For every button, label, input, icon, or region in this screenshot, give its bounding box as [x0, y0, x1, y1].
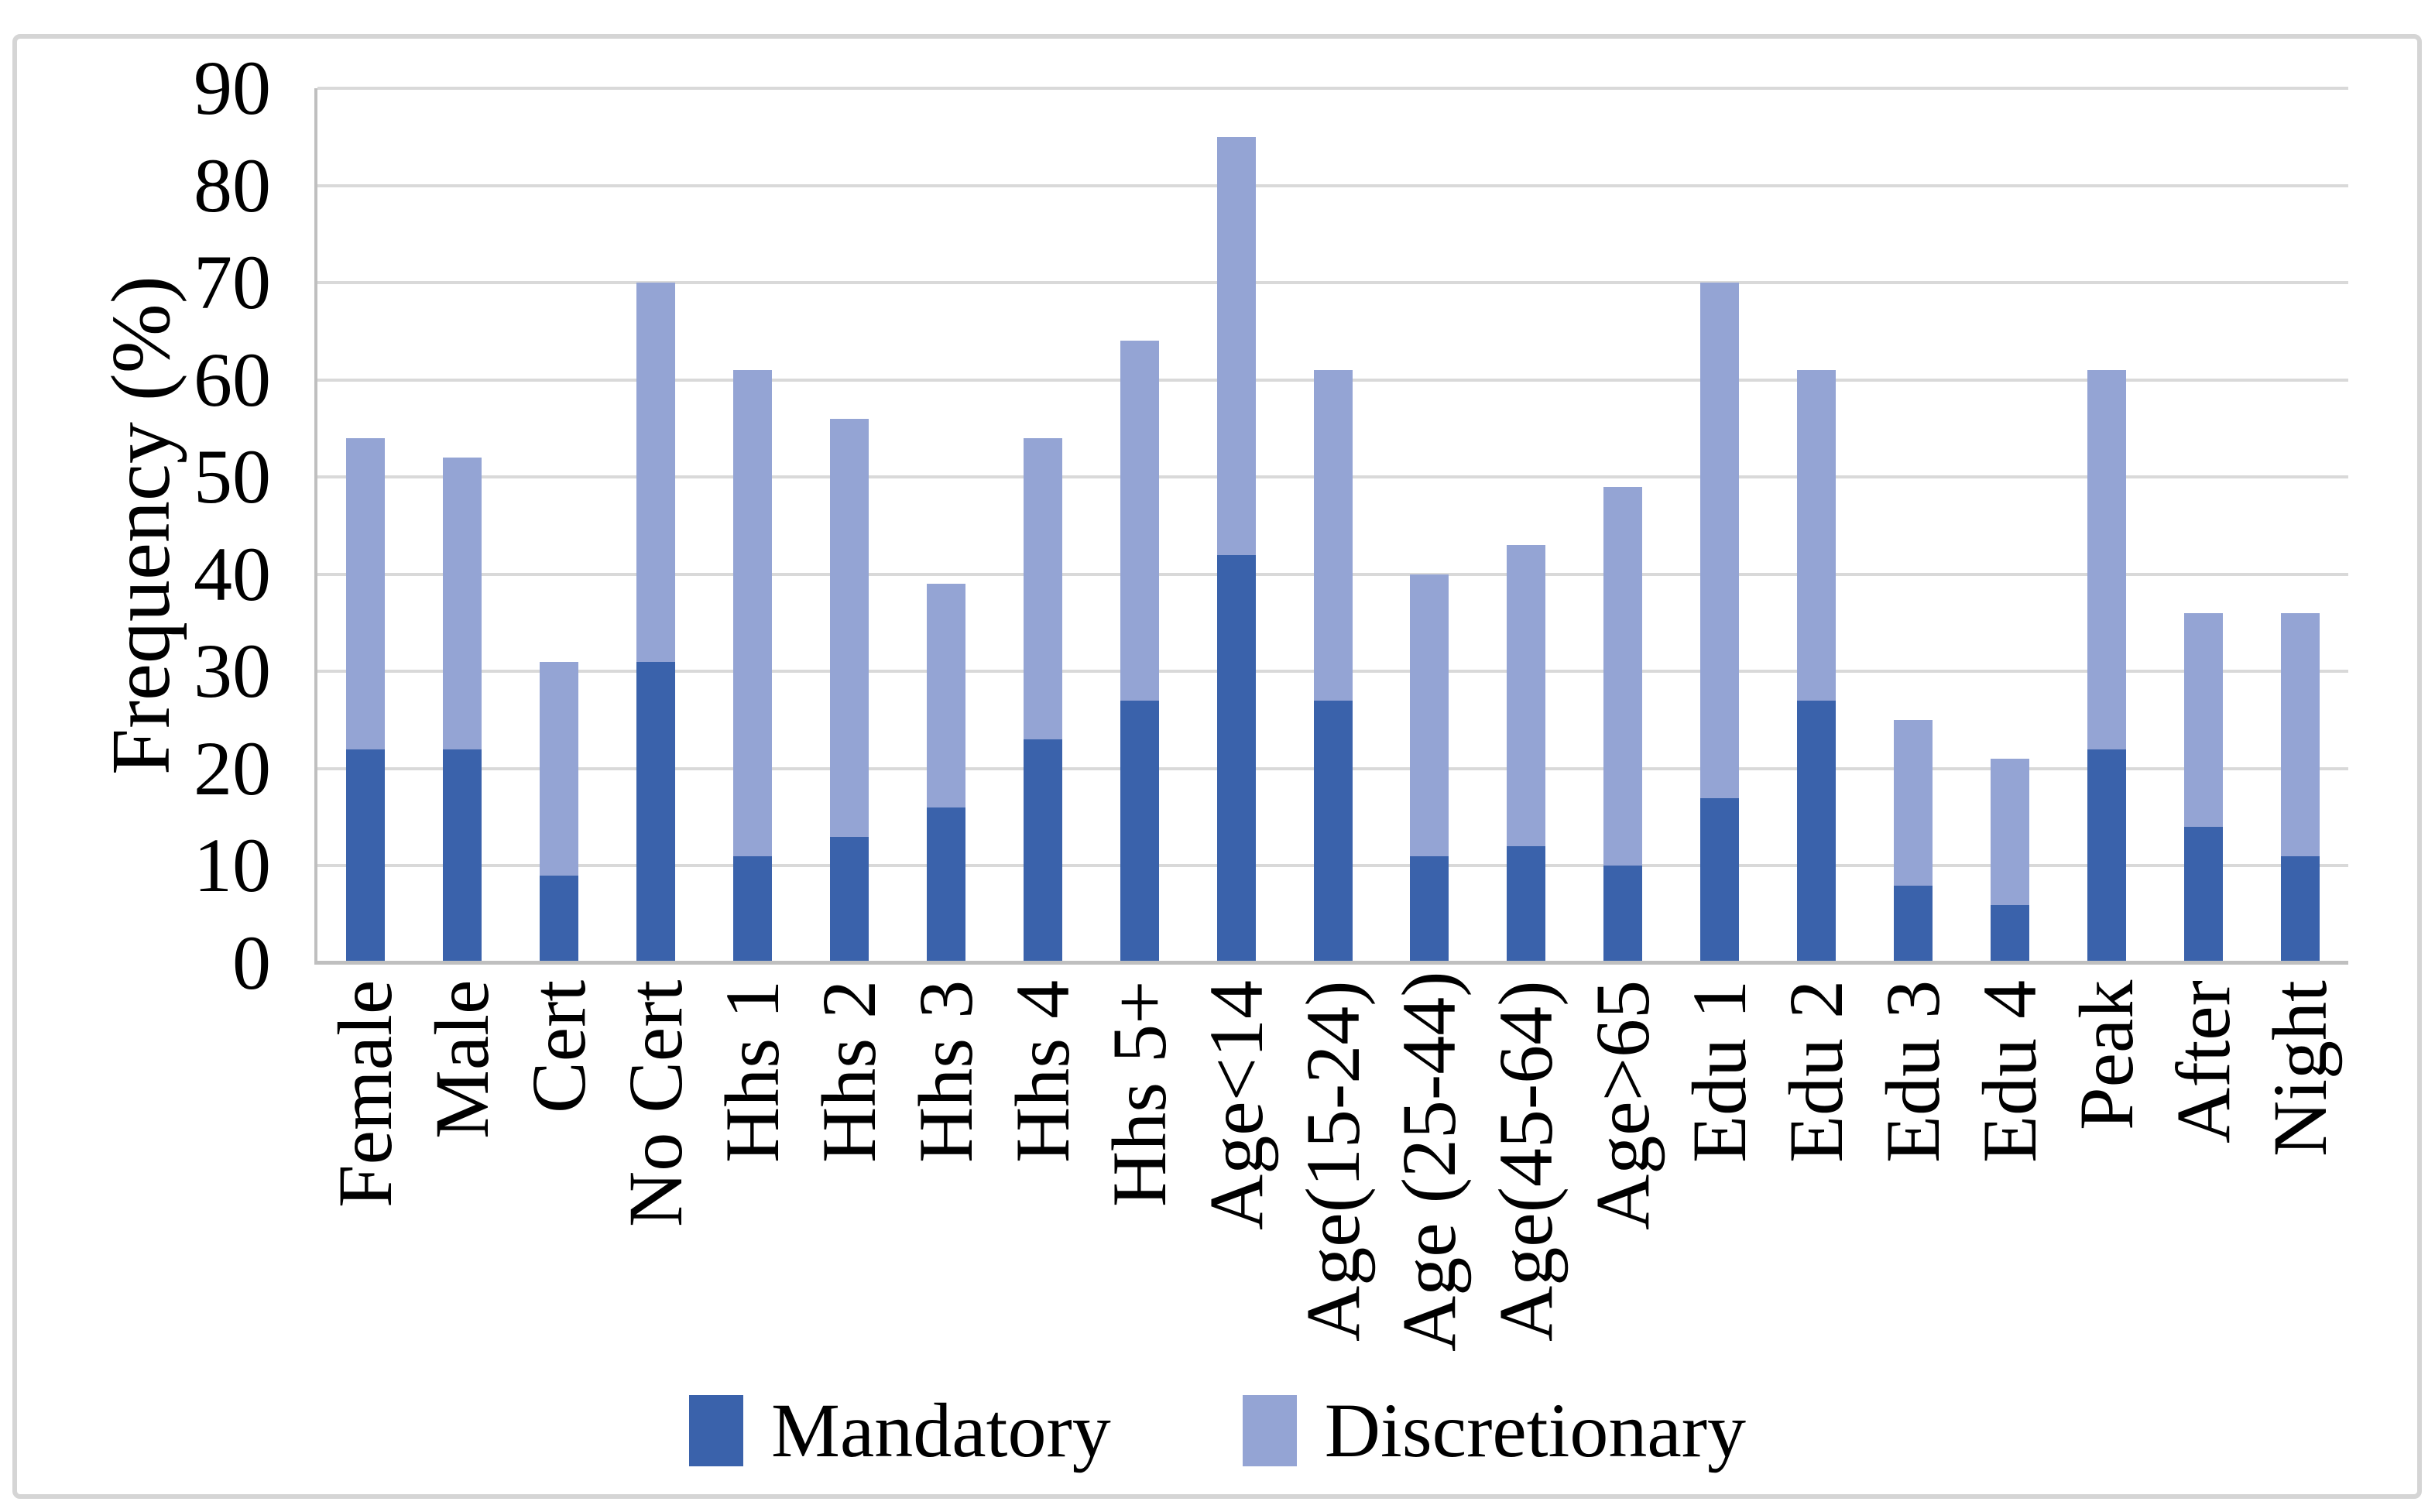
- y-tick-label-90: 90: [194, 45, 271, 131]
- bar-discretionary-hhs-3: [926, 584, 965, 808]
- y-tick-label-20: 20: [194, 725, 271, 811]
- bar-discretionary-edu-1: [1700, 283, 1740, 798]
- bar-discretionary-edu-2: [1797, 370, 1837, 701]
- x-label-age-25-44-: Age (25-44): [1386, 971, 1473, 1352]
- gridline-80: [317, 183, 2348, 187]
- bar-mandatory-peak: [2087, 749, 2126, 963]
- bar-mandatory-age-15-24-: [1313, 701, 1353, 963]
- x-label-no-cert: No Cert: [612, 980, 699, 1228]
- legend-label-discretionary: Discretionary: [1324, 1387, 1747, 1473]
- bar-discretionary-age-45-64-: [1507, 545, 1546, 847]
- bar-mandatory-male: [443, 749, 482, 963]
- bar-discretionary-age-25-44-: [1410, 574, 1449, 856]
- bar-mandatory-hhs-3: [926, 807, 965, 963]
- x-label-edu-1: Edu 1: [1676, 980, 1763, 1164]
- x-label-male: Male: [419, 980, 506, 1140]
- x-label-cert: Cert: [516, 980, 602, 1114]
- x-label-hhs-4: Hhs 4: [999, 980, 1085, 1164]
- bar-mandatory-age-25-44-: [1410, 855, 1449, 963]
- bar-mandatory-age-45-64-: [1507, 846, 1546, 963]
- x-label-hhs-3: Hhs 3: [902, 980, 989, 1164]
- legend-swatch-mandatory-icon: [688, 1394, 743, 1466]
- bar-mandatory-no-cert: [636, 661, 676, 963]
- bar-mandatory-cert: [540, 876, 579, 963]
- y-tick-label-70: 70: [194, 239, 271, 326]
- x-label-female: Female: [322, 980, 409, 1209]
- bar-mandatory-hhs-5+: [1120, 701, 1159, 963]
- y-tick-label-40: 40: [194, 530, 271, 617]
- bar-mandatory-after: [2183, 827, 2223, 963]
- legend: Mandatory Discretionary: [0, 1386, 2435, 1475]
- bar-discretionary-edu-4: [1990, 759, 2029, 905]
- bar-discretionary-hhs-4: [1023, 438, 1062, 740]
- bar-mandatory-edu-1: [1700, 797, 1740, 963]
- bar-mandatory-edu-3: [1893, 885, 1933, 963]
- y-tick-label-0: 0: [232, 920, 271, 1006]
- bar-discretionary-female: [346, 438, 386, 749]
- bar-discretionary-age>65: [1603, 486, 1643, 866]
- gridline-90: [317, 87, 2348, 90]
- x-label-edu-4: Edu 4: [1966, 980, 2053, 1164]
- bar-discretionary-hhs-2: [829, 418, 869, 837]
- plot-area: [314, 87, 2348, 965]
- y-axis-line: [314, 88, 317, 965]
- y-tick-label-80: 80: [194, 142, 271, 228]
- x-label-hhs-2: Hhs 2: [805, 980, 892, 1164]
- bar-discretionary-no-cert: [636, 283, 676, 662]
- legend-item-discretionary: Discretionary: [1242, 1386, 1747, 1475]
- bar-discretionary-age<14: [1216, 136, 1256, 555]
- x-label-after: After: [2159, 980, 2246, 1143]
- x-label-peak: Peak: [2063, 980, 2149, 1131]
- x-label-night: Night: [2256, 980, 2343, 1157]
- y-tick-label-60: 60: [194, 336, 271, 423]
- legend-swatch-discretionary-icon: [1242, 1394, 1297, 1466]
- bar-discretionary-after: [2183, 613, 2223, 828]
- x-label-edu-2: Edu 2: [1773, 980, 1860, 1164]
- bar-mandatory-edu-2: [1797, 701, 1837, 963]
- bar-discretionary-peak: [2087, 370, 2126, 749]
- bar-mandatory-female: [346, 749, 386, 963]
- x-label-hhs-5+: Hhs 5+: [1096, 980, 1182, 1207]
- bar-discretionary-hhs-1: [733, 370, 773, 856]
- x-label-edu-3: Edu 3: [1869, 980, 1956, 1164]
- y-tick-label-30: 30: [194, 628, 271, 715]
- y-tick-label-50: 50: [194, 434, 271, 520]
- legend-label-mandatory: Mandatory: [770, 1387, 1111, 1473]
- x-label-age-15-24-: Age(15-24): [1289, 980, 1376, 1342]
- y-tick-label-10: 10: [194, 822, 271, 909]
- bar-discretionary-cert: [540, 661, 579, 876]
- bar-mandatory-hhs-4: [1023, 739, 1062, 963]
- legend-item-mandatory: Mandatory: [688, 1386, 1111, 1475]
- bar-mandatory-hhs-1: [733, 855, 773, 963]
- bar-discretionary-hhs-5+: [1120, 341, 1159, 701]
- x-label-hhs-1: Hhs 1: [709, 980, 796, 1164]
- x-label-age<14: Age<14: [1192, 980, 1279, 1230]
- x-label-age-45-64-: Age(45-64): [1483, 980, 1569, 1342]
- bar-discretionary-edu-3: [1893, 720, 1933, 886]
- gridline-70: [317, 281, 2348, 285]
- bar-mandatory-hhs-2: [829, 836, 869, 963]
- bar-mandatory-age<14: [1216, 554, 1256, 963]
- bar-mandatory-night: [2280, 855, 2320, 963]
- x-label-age>65: Age>65: [1579, 980, 1666, 1230]
- bar-mandatory-age>65: [1603, 866, 1643, 963]
- bar-discretionary-male: [443, 458, 482, 749]
- bar-mandatory-edu-4: [1990, 904, 2029, 963]
- bar-discretionary-night: [2280, 613, 2320, 856]
- bar-discretionary-age-15-24-: [1313, 370, 1353, 701]
- x-axis-line: [317, 961, 2348, 965]
